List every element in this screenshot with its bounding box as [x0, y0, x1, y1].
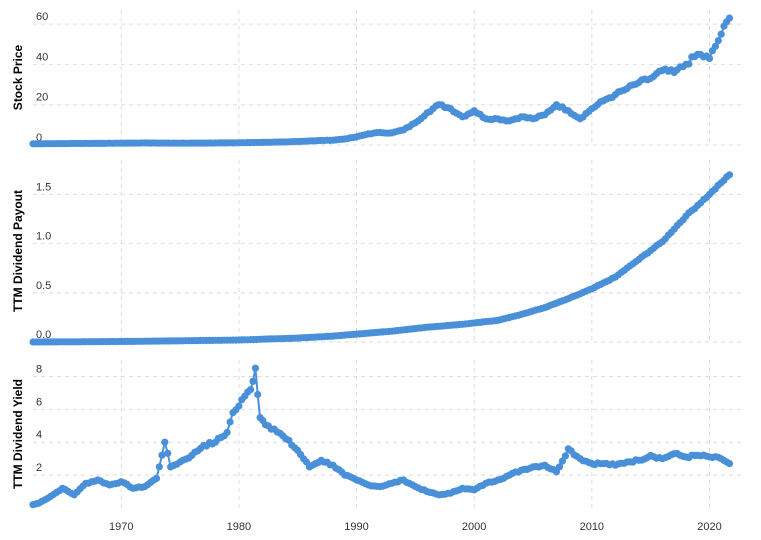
x-tick-label: 1970: [109, 521, 133, 533]
y-tick-label: 0.5: [36, 280, 51, 292]
x-tick-label: 1980: [227, 521, 251, 533]
y-tick-label: 0: [36, 132, 42, 144]
y-tick-label: 6: [36, 396, 42, 408]
data-point: [725, 460, 734, 468]
data-point: [223, 428, 231, 436]
series-points: [29, 364, 734, 509]
data-point: [725, 171, 734, 179]
panel-3: 2 4 6 8 TTM Dividend Yield 1970 1980 1990 2000 20…: [11, 360, 741, 533]
y-tick-label: 1.0: [36, 231, 51, 243]
data-point: [561, 452, 570, 460]
data-point: [711, 42, 720, 50]
y-tick-label: 4: [36, 429, 42, 441]
data-point: [717, 30, 725, 38]
data-point: [725, 14, 734, 22]
y-axis-label: Stock Price: [11, 44, 25, 110]
data-point: [555, 463, 564, 471]
data-point: [251, 364, 259, 372]
data-point: [247, 386, 255, 394]
data-point: [249, 377, 257, 385]
data-point: [714, 37, 722, 45]
series-line: [33, 174, 731, 343]
data-point: [152, 474, 161, 482]
series-points: [29, 171, 734, 346]
y-tick-label: 8: [36, 363, 42, 375]
x-tick-label: 2010: [580, 521, 604, 533]
panel-1: 0 20 40 60 Stock Price: [11, 10, 741, 148]
x-tick-label: 1990: [344, 521, 368, 533]
data-point: [155, 463, 163, 471]
y-tick-label: 60: [36, 11, 48, 23]
x-tick-label: 2000: [462, 521, 486, 533]
panel-2: 0.0 0.5 1.0 1.5 TTM Dividend Payout: [11, 160, 741, 346]
data-point: [705, 54, 714, 63]
data-point: [558, 457, 567, 465]
y-tick-label: 2: [36, 462, 42, 474]
series-points: [29, 14, 734, 148]
data-point: [158, 451, 166, 459]
y-tick-label: 40: [36, 51, 48, 63]
data-point: [164, 449, 172, 457]
y-axis-label: TTM Dividend Payout: [11, 190, 25, 312]
data-point: [685, 60, 693, 68]
series-line: [33, 17, 731, 145]
y-tick-label: 0.0: [36, 329, 51, 341]
data-point: [235, 402, 243, 410]
y-tick-label: 20: [36, 92, 48, 104]
data-point: [254, 390, 262, 399]
data-point: [161, 438, 169, 446]
y-tick-label: 1.5: [36, 181, 51, 193]
data-point: [226, 418, 234, 426]
y-axis-label: TTM Dividend Yield: [11, 379, 25, 489]
x-tick-label: 2020: [697, 521, 721, 533]
